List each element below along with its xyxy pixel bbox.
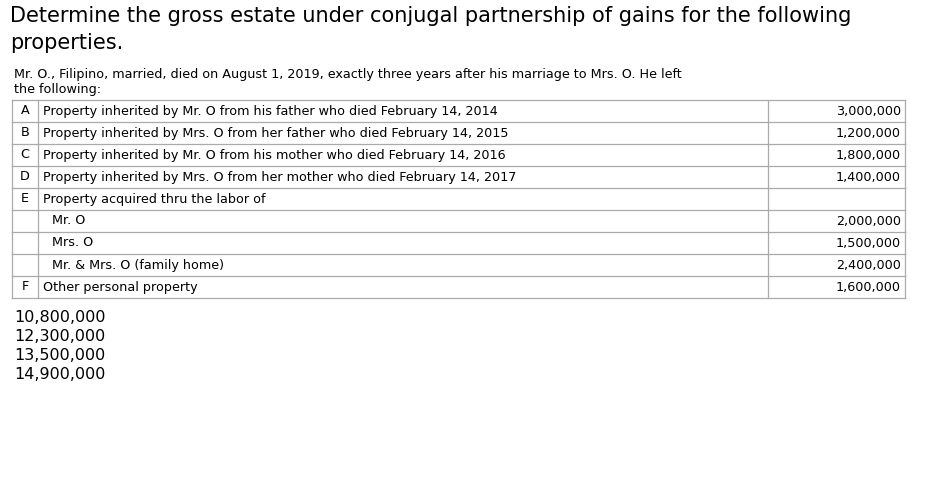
Text: 1,800,000: 1,800,000 bbox=[836, 149, 901, 162]
Text: Property inherited by Mr. O from his mother who died February 14, 2016: Property inherited by Mr. O from his mot… bbox=[43, 149, 506, 162]
Text: D: D bbox=[21, 170, 30, 184]
Text: Determine the gross estate under conjugal partnership of gains for the following: Determine the gross estate under conjuga… bbox=[10, 6, 851, 26]
Text: Mr. O., Filipino, married, died on August 1, 2019, exactly three years after his: Mr. O., Filipino, married, died on Augus… bbox=[14, 68, 681, 81]
Text: A: A bbox=[21, 105, 30, 117]
Text: 1,500,000: 1,500,000 bbox=[836, 237, 901, 249]
Text: 10,800,000: 10,800,000 bbox=[14, 310, 105, 325]
Text: Mrs. O: Mrs. O bbox=[52, 237, 93, 249]
Text: Property inherited by Mr. O from his father who died February 14, 2014: Property inherited by Mr. O from his fat… bbox=[43, 105, 498, 117]
Text: C: C bbox=[21, 149, 30, 162]
Text: 14,900,000: 14,900,000 bbox=[14, 367, 105, 382]
Text: the following:: the following: bbox=[14, 83, 102, 96]
Text: 12,300,000: 12,300,000 bbox=[14, 329, 105, 344]
Text: Property acquired thru the labor of: Property acquired thru the labor of bbox=[43, 192, 266, 206]
Text: 1,200,000: 1,200,000 bbox=[836, 127, 901, 139]
Text: properties.: properties. bbox=[10, 33, 123, 53]
Text: Mr. O: Mr. O bbox=[52, 214, 86, 227]
Text: Other personal property: Other personal property bbox=[43, 281, 198, 294]
Text: 1,400,000: 1,400,000 bbox=[836, 170, 901, 184]
Text: 3,000,000: 3,000,000 bbox=[836, 105, 901, 117]
Text: 2,400,000: 2,400,000 bbox=[836, 259, 901, 271]
Text: Property inherited by Mrs. O from her mother who died February 14, 2017: Property inherited by Mrs. O from her mo… bbox=[43, 170, 516, 184]
Text: Property inherited by Mrs. O from her father who died February 14, 2015: Property inherited by Mrs. O from her fa… bbox=[43, 127, 509, 139]
Text: B: B bbox=[21, 127, 30, 139]
Text: 2,000,000: 2,000,000 bbox=[836, 214, 901, 227]
Text: Mr. & Mrs. O (family home): Mr. & Mrs. O (family home) bbox=[52, 259, 224, 271]
Text: F: F bbox=[21, 281, 29, 294]
Text: 1,600,000: 1,600,000 bbox=[836, 281, 901, 294]
Text: E: E bbox=[21, 192, 29, 206]
Text: 13,500,000: 13,500,000 bbox=[14, 348, 105, 363]
